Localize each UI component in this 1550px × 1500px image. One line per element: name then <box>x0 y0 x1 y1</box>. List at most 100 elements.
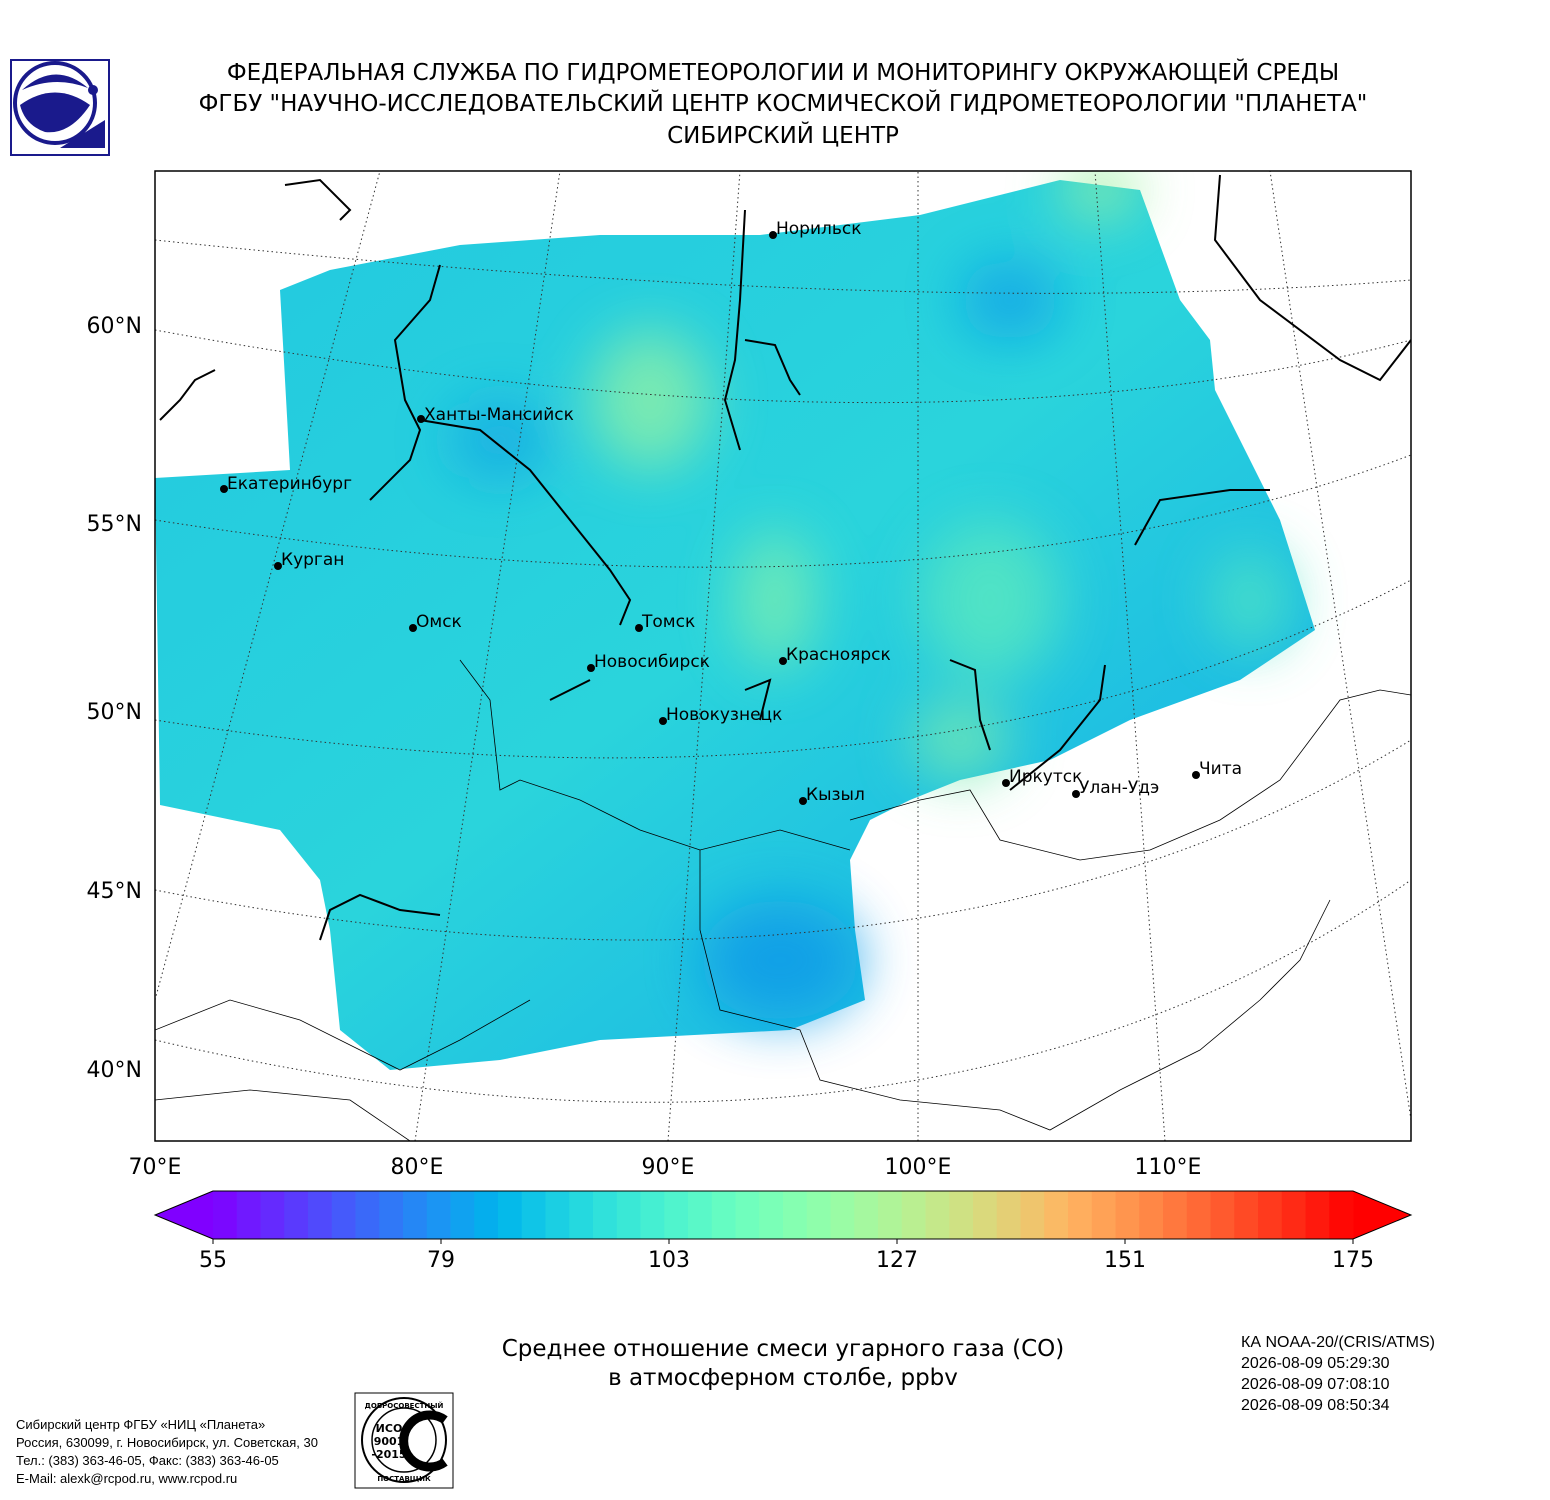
colorbar-step <box>236 1191 262 1239</box>
city-label: Чита <box>1199 759 1242 779</box>
header-line: ФЕДЕРАЛЬНАЯ СЛУЖБА ПО ГИДРОМЕТЕОРОЛОГИИ … <box>227 58 1339 86</box>
colorbar-step <box>1020 1191 1045 1239</box>
colorbar-step <box>331 1191 357 1239</box>
footer-line: Тел.: (383) 363-46-05, Факс: (383) 363-4… <box>16 1453 279 1468</box>
colorbar-step <box>830 1191 855 1239</box>
colorbar-step <box>711 1191 737 1239</box>
cert-text: 9001 <box>374 1435 405 1448</box>
city-label: Новосибирск <box>594 652 710 672</box>
colorbar-tick-label: 175 <box>1332 1248 1374 1273</box>
city-label: Новокузнецк <box>666 705 782 725</box>
city-label: Красноярск <box>786 645 891 665</box>
colorbar-step <box>996 1191 1022 1239</box>
colorbar-step <box>901 1191 927 1239</box>
caption-line: Среднее отношение смеси угарного газа (C… <box>502 1336 1065 1362</box>
map: Норильск Ханты-Мансийск Екатеринбург Кур… <box>155 171 1411 1141</box>
satellite-line: КА NOAA-20/(CRIS/ATMS) <box>1241 1334 1435 1351</box>
city-label: Екатеринбург <box>227 474 352 494</box>
colorbar: 55 79 103 127 151 175 <box>153 1190 1413 1273</box>
colorbar-step <box>1281 1191 1307 1239</box>
lat-label: 60°N <box>87 314 142 339</box>
lat-label: 50°N <box>87 700 142 725</box>
colorbar-step <box>474 1191 499 1239</box>
borders <box>155 659 1411 1141</box>
city-label: Иркутск <box>1009 767 1082 787</box>
satellite-line: 2026-08-09 07:08:10 <box>1241 1376 1390 1393</box>
colorbar-tick-label: 151 <box>1104 1248 1146 1273</box>
city-label: Омск <box>416 612 462 632</box>
lon-label: 80°E <box>391 1155 444 1180</box>
lat-label: 40°N <box>87 1058 142 1083</box>
colorbar-step <box>545 1191 570 1239</box>
colorbar-step <box>759 1191 784 1239</box>
colorbar-tick-label: 127 <box>876 1248 918 1273</box>
colorbar-step <box>521 1191 547 1239</box>
colorbar-step <box>1163 1191 1188 1239</box>
lon-label: 90°E <box>642 1155 695 1180</box>
colorbar-step <box>854 1191 879 1239</box>
lon-label: 70°E <box>129 1155 182 1180</box>
cert-text: -2015 <box>371 1448 406 1461</box>
cert-text: ПОСТАВЩИК <box>377 1475 431 1483</box>
satellite-line: 2026-08-09 05:29:30 <box>1241 1355 1390 1372</box>
cert-text: ИСО <box>376 1422 403 1435</box>
colorbar-step <box>260 1191 285 1239</box>
city-label: Кызыл <box>806 785 865 805</box>
colorbar-step <box>1091 1191 1117 1239</box>
colorbar-step <box>616 1191 642 1239</box>
co-field <box>155 171 1315 1070</box>
colorbar-step <box>1186 1191 1212 1239</box>
colorbar-step <box>569 1191 594 1239</box>
rivers-coasts <box>159 174 1411 941</box>
colorbar-extend <box>155 1191 213 1239</box>
colorbar-step <box>640 1191 665 1239</box>
colorbar-step <box>1329 1191 1354 1239</box>
colorbar-step <box>498 1191 523 1239</box>
map-frame <box>154 170 1412 1142</box>
colorbar-step <box>379 1191 404 1239</box>
cities: Норильск Ханты-Мансийск Екатеринбург Кур… <box>220 219 1242 805</box>
colorbar-step <box>308 1191 333 1239</box>
colorbar-extend <box>1353 1191 1411 1239</box>
lon-label: 100°E <box>885 1155 952 1180</box>
colorbar-step <box>925 1191 950 1239</box>
colorbar-step <box>806 1191 832 1239</box>
city-label: Улан-Удэ <box>1079 778 1159 798</box>
cert-text: ДОБРОСОВЕСТНЫЙ <box>365 1401 444 1410</box>
colorbar-step <box>664 1191 689 1239</box>
colorbar-tick-label: 55 <box>199 1248 227 1273</box>
colorbar-step <box>1305 1191 1330 1239</box>
colorbar-step <box>1258 1191 1283 1239</box>
colorbar-step <box>403 1191 428 1239</box>
colorbar-tick-label: 103 <box>648 1248 690 1273</box>
lon-label: 110°E <box>1135 1155 1202 1180</box>
city-label: Курган <box>281 550 344 570</box>
colorbar-step <box>284 1191 309 1239</box>
colorbar-step <box>783 1191 808 1239</box>
footer-line: Россия, 630099, г. Новосибирск, ул. Сове… <box>16 1435 318 1450</box>
colorbar-step <box>1210 1191 1235 1239</box>
caption-line: в атмосферном столбе, ppbv <box>608 1365 958 1391</box>
colorbar-step <box>1068 1191 1093 1239</box>
colorbar-step <box>1044 1191 1069 1239</box>
colorbar-step <box>878 1191 903 1239</box>
colorbar-step <box>688 1191 713 1239</box>
city-label: Томск <box>641 612 695 632</box>
city-label: Норильск <box>776 219 862 239</box>
colorbar-tick-label: 79 <box>427 1248 455 1273</box>
satellite-line: 2026-08-09 08:50:34 <box>1241 1397 1390 1414</box>
footer-line: Сибирский центр ФГБУ «НИЦ «Планета» <box>16 1417 265 1432</box>
colorbar-step <box>1139 1191 1164 1239</box>
city-label: Ханты-Мансийск <box>424 405 574 425</box>
colorbar-step <box>735 1191 760 1239</box>
colorbar-step <box>593 1191 618 1239</box>
colorbar-step <box>973 1191 998 1239</box>
colorbar-step <box>949 1191 974 1239</box>
colorbar-step <box>1115 1191 1140 1239</box>
colorbar-step <box>355 1191 380 1239</box>
certificate: ДОБРОСОВЕСТНЫЙ ИСО 9001 -2015 ПОСТАВЩИК <box>354 1392 454 1489</box>
header-line: ФГБУ "НАУЧНО-ИССЛЕДОВАТЕЛЬСКИЙ ЦЕНТР КОС… <box>199 89 1368 117</box>
colorbar-step <box>450 1191 475 1239</box>
footer-line: E-Mail: alexk@rcpod.ru, www.rcpod.ru <box>16 1471 237 1486</box>
